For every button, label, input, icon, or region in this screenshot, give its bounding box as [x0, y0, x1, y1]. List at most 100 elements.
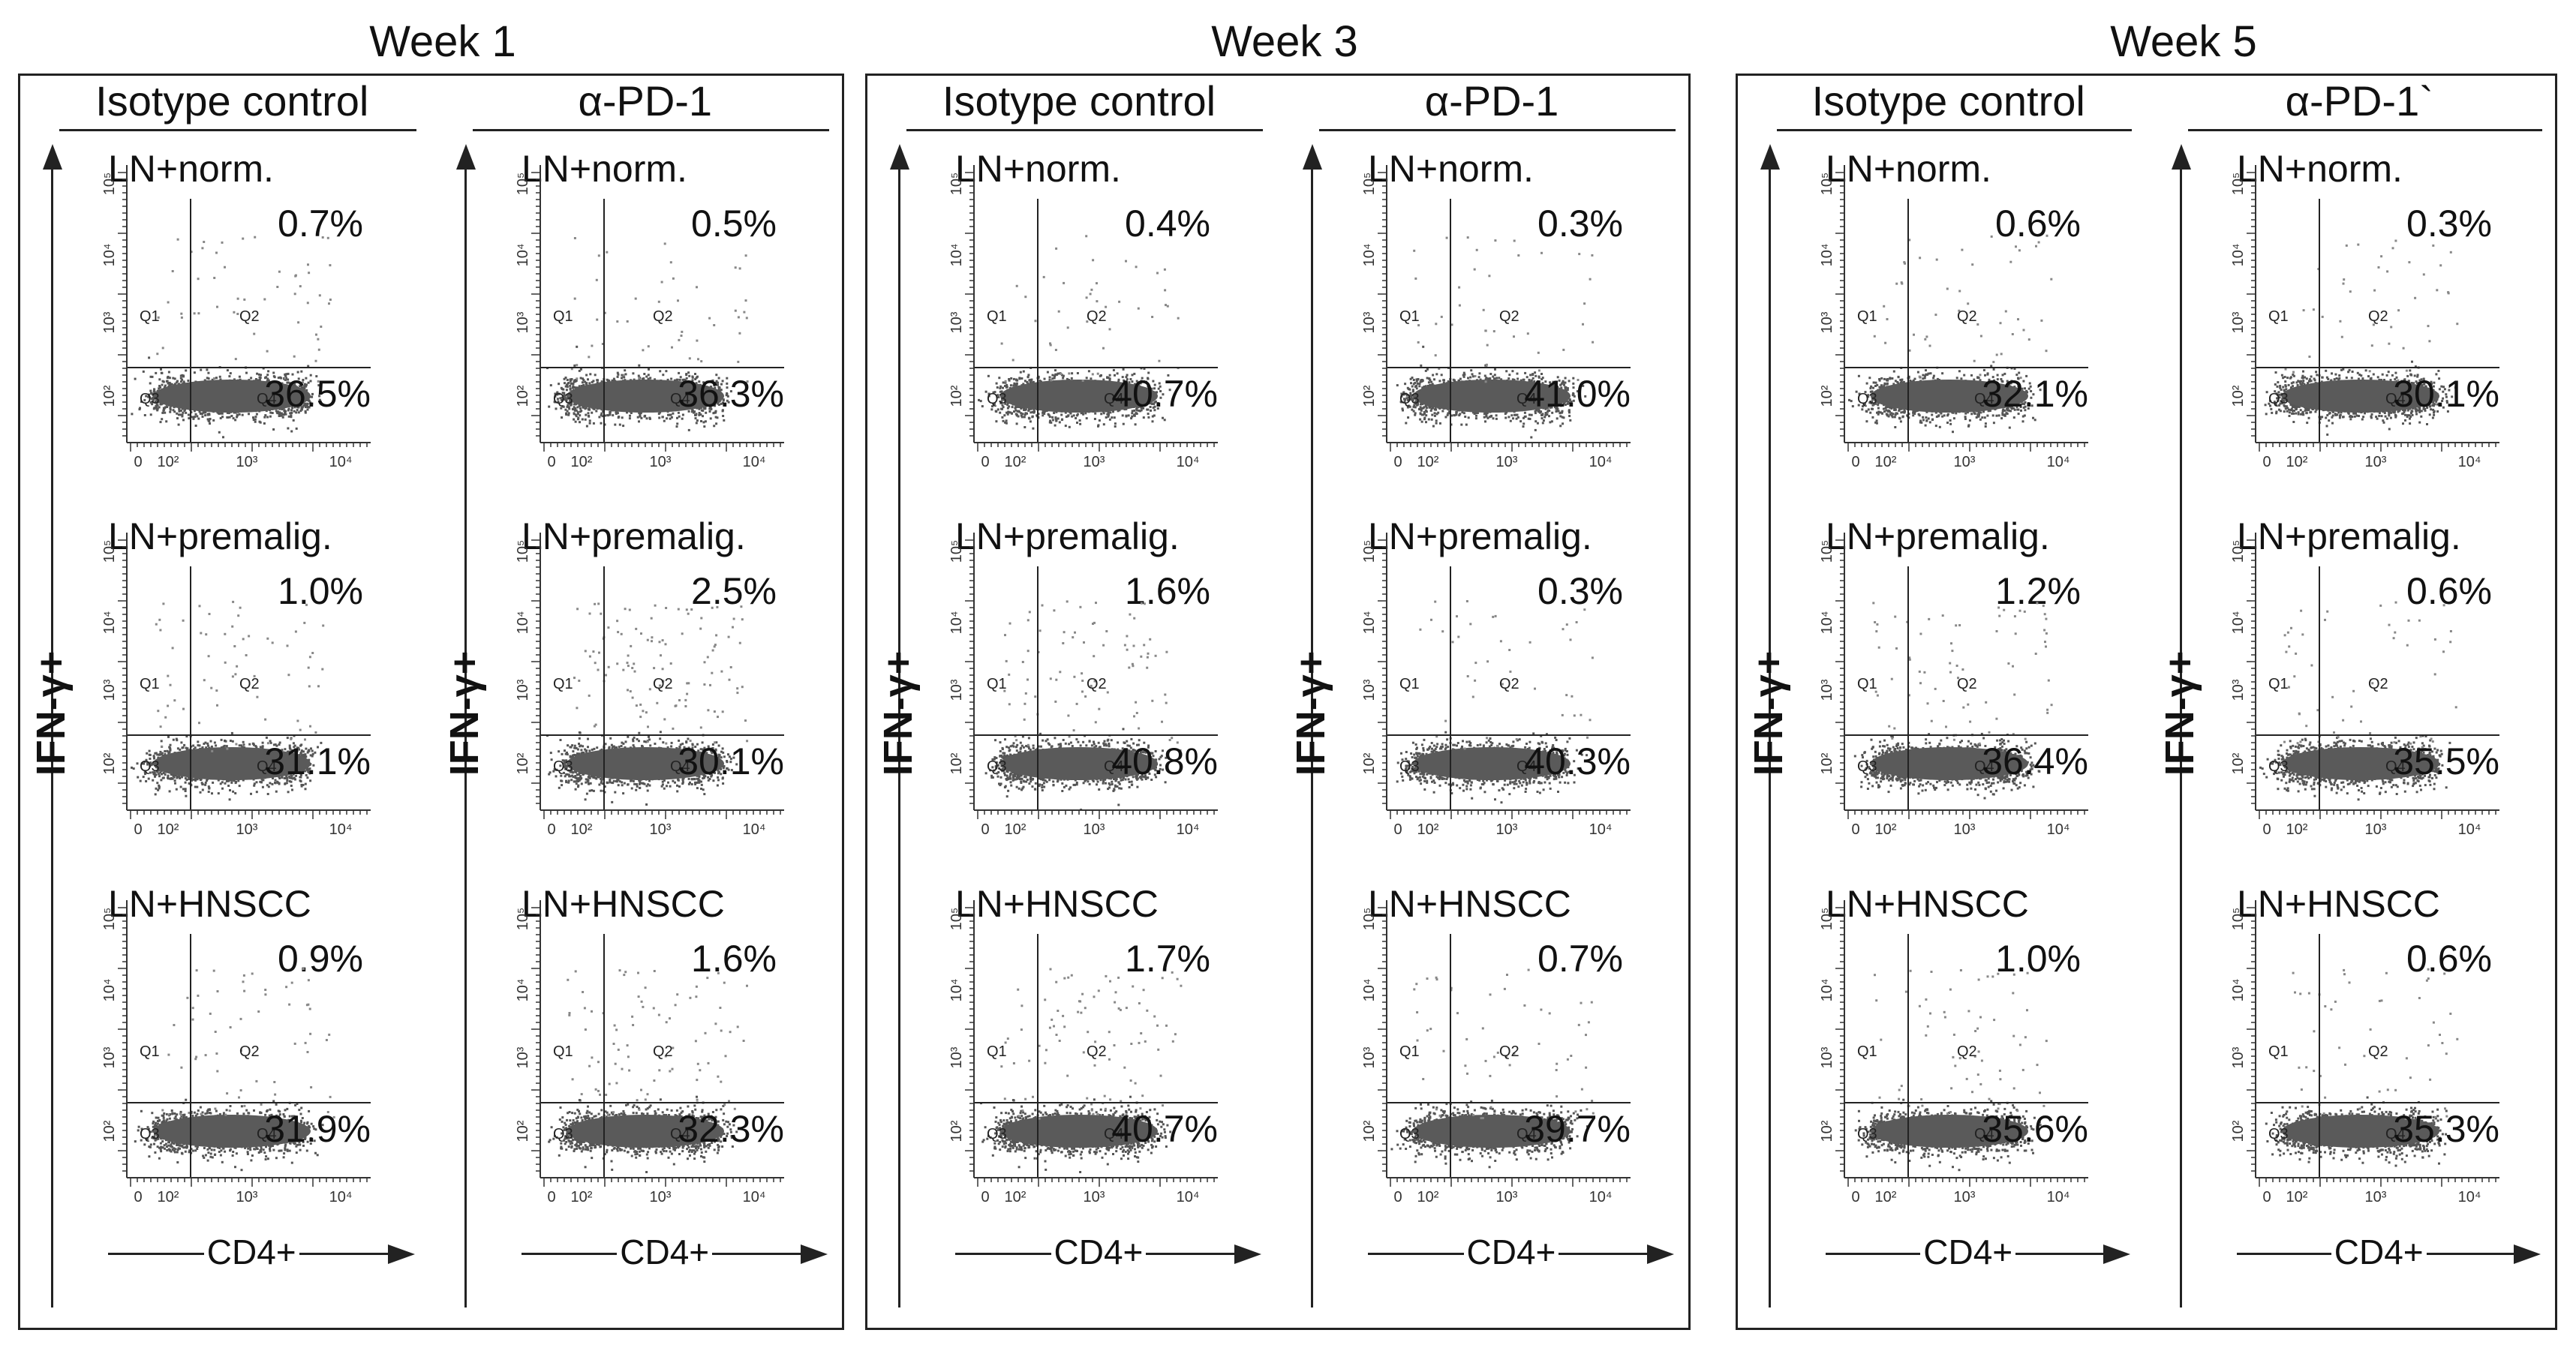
event-dot-sparse: [263, 298, 266, 301]
event-dot: [299, 1119, 302, 1122]
ifn-gamma-axis-arrow: [43, 144, 62, 170]
event-dot: [309, 754, 312, 757]
event-cloud: [546, 237, 749, 431]
event-dot: [289, 747, 292, 750]
event-dot: [187, 380, 190, 382]
event-dot: [159, 403, 162, 406]
event-dot-sparse: [304, 1041, 307, 1044]
event-dot: [196, 778, 199, 781]
event-dot: [201, 413, 203, 416]
event-dot: [194, 413, 197, 416]
event-dot: [304, 782, 307, 785]
event-dot: [296, 1143, 299, 1146]
x-tick-label: 10³: [236, 1189, 258, 1205]
event-dot: [308, 1109, 311, 1112]
event-dot-sparse: [296, 719, 299, 722]
event-dot: [282, 1113, 285, 1115]
event-dot: [292, 382, 295, 384]
event-dot: [299, 1112, 302, 1115]
event-dot-sparse: [254, 236, 257, 239]
event-dot: [160, 368, 162, 371]
event-dot: [299, 776, 302, 779]
event-dot: [160, 740, 163, 743]
event-dot: [714, 374, 717, 377]
event-dot: [314, 751, 317, 754]
event-dot: [158, 773, 161, 776]
event-dot: [317, 384, 320, 387]
event-dot: [169, 407, 172, 410]
event-dot: [201, 416, 204, 418]
event-dot: [191, 416, 194, 419]
event-dot-sparse: [159, 725, 162, 728]
event-dot: [300, 1121, 303, 1124]
event-dot: [259, 421, 262, 424]
ifn-gamma-axis-arrow: [455, 144, 476, 170]
event-dot: [288, 775, 291, 778]
event-dot-sparse: [216, 1070, 219, 1073]
event-dot: [620, 374, 623, 377]
event-dot: [167, 777, 170, 780]
event-dot: [176, 417, 179, 420]
event-dot: [248, 1146, 251, 1149]
event-dot: [194, 1145, 197, 1148]
event-dot: [168, 790, 171, 793]
event-dot: [587, 412, 589, 415]
event-dot: [182, 411, 185, 414]
event-dot: [221, 416, 224, 419]
event-dot: [160, 1150, 163, 1153]
event-dot-sparse: [239, 606, 242, 609]
event-dot-sparse: [200, 1112, 203, 1115]
event-cloud: [131, 236, 332, 439]
event-dot: [232, 1151, 235, 1153]
event-dot-sparse: [176, 238, 179, 241]
event-dot: [150, 392, 153, 395]
event-dot: [271, 1145, 274, 1147]
event-dot-sparse: [236, 665, 239, 668]
event-dot: [176, 1144, 179, 1146]
event-dot: [203, 743, 206, 745]
event-dot: [275, 411, 278, 414]
event-dot: [648, 377, 651, 380]
event-dot: [292, 777, 294, 780]
event-dot: [200, 368, 203, 371]
event-dot: [164, 411, 167, 414]
event-dot: [288, 744, 291, 747]
event-dot: [286, 1148, 289, 1151]
event-dot: [205, 746, 208, 749]
event-dot-sparse: [211, 749, 214, 752]
event-dot: [206, 742, 209, 745]
event-dot: [262, 779, 265, 782]
event-dot: [267, 785, 270, 788]
event-dot: [181, 1145, 184, 1148]
event-dot-sparse: [317, 338, 320, 341]
event-dot: [246, 1151, 249, 1154]
event-dot-sparse: [180, 316, 183, 319]
event-dot: [714, 381, 717, 384]
event-dot: [131, 413, 134, 416]
event-dot: [269, 782, 272, 785]
event-dot-sparse: [242, 237, 245, 240]
event-dot: [260, 781, 263, 784]
event-dot: [266, 1110, 268, 1112]
event-dot: [283, 409, 286, 412]
event-dot-sparse: [308, 1007, 311, 1010]
event-dot: [283, 776, 286, 779]
event-dot: [200, 782, 203, 785]
event-dot: [310, 1122, 313, 1125]
event-dot: [575, 415, 578, 418]
event-dot-sparse: [200, 632, 203, 635]
event-dot: [162, 772, 165, 774]
event-dot: [170, 383, 173, 386]
event-dot: [191, 1115, 194, 1117]
event-dot: [145, 395, 148, 398]
event-dot: [266, 416, 269, 419]
event-dot: [169, 410, 172, 413]
event-dot: [295, 1145, 298, 1148]
event-dot: [219, 378, 222, 381]
event-dot: [147, 777, 150, 780]
event-dot-sparse: [290, 981, 293, 984]
event-dot: [293, 746, 296, 749]
event-dot: [295, 1151, 298, 1154]
event-dot: [204, 781, 207, 784]
